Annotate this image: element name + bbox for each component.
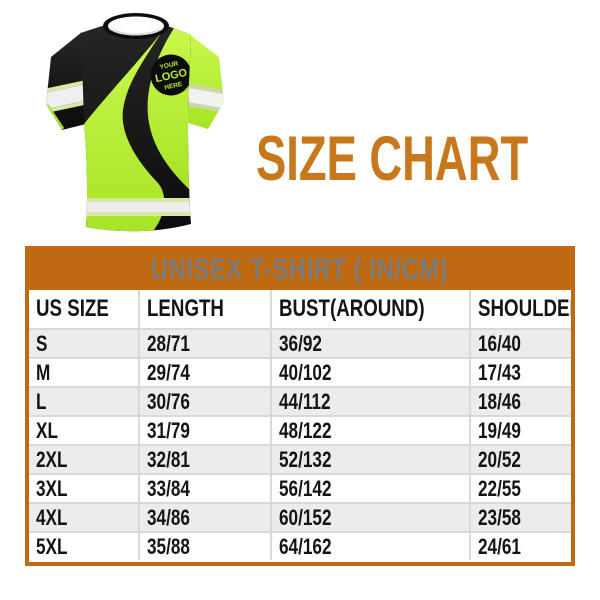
length-cell: 34/86 xyxy=(138,502,271,532)
column-header-length: LENGTH xyxy=(138,290,271,329)
table-title-band: UNISEX T-SHIRT ( IN/CM) xyxy=(29,250,571,290)
table-row: 2XL 32/81 52/132 20/52 xyxy=(29,444,571,474)
bust-cell: 48/122 xyxy=(270,415,470,445)
table-row: L 30/76 44/112 18/46 xyxy=(29,386,571,416)
size-cell: S xyxy=(29,328,139,358)
shoulder-cell: 24/61 xyxy=(469,531,571,560)
bust-cell: 52/132 xyxy=(270,444,470,474)
logo-text-your: YOUR xyxy=(159,60,179,71)
tshirt-product-image: YOUR LOGO HERE xyxy=(18,2,253,242)
length-cell: 33/84 xyxy=(138,473,271,503)
column-header-us-size: US SIZE xyxy=(29,290,139,329)
column-header-bust: BUST(AROUND) xyxy=(270,290,470,329)
length-cell: 31/79 xyxy=(138,415,271,445)
size-table-grid: US SIZE LENGTH BUST(AROUND) SHOULDER S 2… xyxy=(29,290,571,560)
bust-cell: 56/142 xyxy=(270,473,470,503)
tshirt-illustration: YOUR LOGO HERE xyxy=(46,13,224,232)
length-cell: 29/74 xyxy=(138,357,271,387)
page-title-text: SIZE CHART xyxy=(256,124,529,194)
shoulder-cell: 18/46 xyxy=(469,386,571,416)
size-cell: 2XL xyxy=(29,444,139,474)
length-cell: 28/71 xyxy=(138,328,271,358)
size-cell: XL xyxy=(29,415,139,445)
header-row: US SIZE LENGTH BUST(AROUND) SHOULDER xyxy=(29,290,571,329)
length-cell: 30/76 xyxy=(138,386,271,416)
table-row: 5XL 35/88 64/162 24/61 xyxy=(29,531,571,560)
shoulder-cell: 22/55 xyxy=(469,473,571,503)
table-row: S 28/71 36/92 16/40 xyxy=(29,328,571,358)
table-title: UNISEX T-SHIRT ( IN/CM) xyxy=(151,253,449,286)
tshirt-logo-badge: YOUR LOGO HERE xyxy=(150,54,191,96)
right-sleeve-reflective-stripe xyxy=(185,82,224,114)
logo-text-here: HERE xyxy=(164,81,184,92)
tshirt-left-sleeve xyxy=(46,32,86,130)
length-cell: 32/81 xyxy=(138,444,271,474)
hem-reflective-stripe xyxy=(81,198,191,216)
size-cell: 3XL xyxy=(29,473,139,503)
tshirt-right-sleeve xyxy=(185,34,224,129)
table-row: 4XL 34/86 60/152 23/58 xyxy=(29,502,571,532)
size-cell: 5XL xyxy=(29,531,139,560)
bust-cell: 40/102 xyxy=(270,357,470,387)
length-cell: 35/88 xyxy=(138,531,271,560)
size-table: UNISEX T-SHIRT ( IN/CM) US SIZE LENGTH B… xyxy=(25,246,575,566)
bust-cell: 36/92 xyxy=(270,328,470,358)
tshirt-green-chest-panel xyxy=(84,32,165,232)
shoulder-cell: 19/49 xyxy=(469,415,571,445)
table-row: M 29/74 40/102 17/43 xyxy=(29,357,571,387)
table-row: XL 31/79 48/122 19/49 xyxy=(29,415,571,445)
column-header-shoulder: SHOULDER xyxy=(469,290,571,329)
shoulder-cell: 17/43 xyxy=(469,357,571,387)
size-cell: L xyxy=(29,386,139,416)
shoulder-cell: 20/52 xyxy=(469,444,571,474)
shoulder-cell: 23/58 xyxy=(469,502,571,532)
bust-cell: 44/112 xyxy=(270,386,470,416)
tshirt-collar xyxy=(103,13,169,39)
bust-cell: 60/152 xyxy=(270,502,470,532)
size-cell: M xyxy=(29,357,139,387)
table-row: 3XL 33/84 56/142 22/55 xyxy=(29,473,571,503)
size-cell: 4XL xyxy=(29,502,139,532)
page-title: SIZE CHART xyxy=(256,120,596,198)
shoulder-cell: 16/40 xyxy=(469,328,571,358)
bust-cell: 64/162 xyxy=(270,531,470,560)
